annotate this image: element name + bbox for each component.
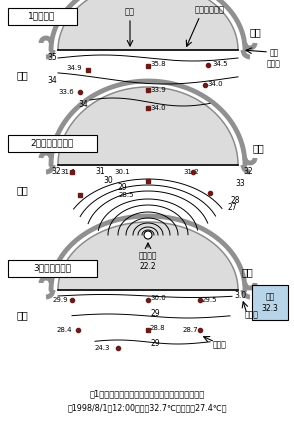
- Text: 28.5: 28.5: [118, 192, 134, 198]
- Polygon shape: [58, 222, 238, 290]
- Text: 35.8: 35.8: [150, 61, 166, 67]
- Text: 西側: 西側: [16, 185, 28, 195]
- Text: 32: 32: [243, 167, 253, 176]
- Text: 29: 29: [117, 182, 127, 192]
- Text: 雨とい: 雨とい: [245, 311, 259, 320]
- Text: 33.6: 33.6: [58, 89, 74, 95]
- Text: 直管
パイプ: 直管 パイプ: [267, 48, 281, 68]
- Text: 水温
32.3: 水温 32.3: [262, 292, 278, 312]
- Text: 29: 29: [150, 309, 160, 318]
- Text: 30.0: 30.0: [150, 295, 166, 301]
- Text: 3.0: 3.0: [234, 292, 246, 300]
- Text: 34.0: 34.0: [207, 81, 223, 87]
- Text: 培地: 培地: [125, 8, 135, 17]
- Text: シルバーポリ: シルバーポリ: [195, 6, 225, 14]
- Bar: [252, 285, 288, 320]
- Text: 31: 31: [95, 167, 105, 176]
- Polygon shape: [58, 0, 238, 50]
- Text: 31.1: 31.1: [60, 169, 76, 175]
- Text: 35: 35: [47, 53, 57, 62]
- Text: 2．パイプ冷却区: 2．パイプ冷却区: [30, 139, 74, 147]
- Text: 33.9: 33.9: [150, 87, 166, 93]
- Text: 29.5: 29.5: [202, 297, 218, 303]
- Text: 東側: 東側: [241, 267, 253, 277]
- Text: 34: 34: [78, 99, 88, 108]
- Text: 3．気化冷却区: 3．気化冷却区: [33, 264, 71, 272]
- Text: （1998/8/1　12:00、気温32.7℃湿球温度27.4℃）: （1998/8/1 12:00、気温32.7℃湿球温度27.4℃）: [67, 403, 227, 413]
- Text: 34.0: 34.0: [150, 105, 166, 111]
- Text: 31.2: 31.2: [183, 169, 199, 175]
- Text: 29: 29: [150, 338, 160, 348]
- Text: 不織布: 不織布: [213, 340, 227, 349]
- Text: 34.5: 34.5: [212, 61, 228, 67]
- Text: 30.1: 30.1: [114, 169, 130, 175]
- Text: 34.9: 34.9: [66, 65, 82, 71]
- FancyBboxPatch shape: [8, 260, 96, 277]
- FancyBboxPatch shape: [8, 134, 96, 151]
- Text: 28.4: 28.4: [56, 327, 72, 333]
- Text: 冷却水温
22.2: 冷却水温 22.2: [139, 251, 157, 271]
- Polygon shape: [58, 87, 238, 165]
- Text: 東側: 東側: [252, 143, 264, 153]
- Circle shape: [144, 231, 152, 239]
- Text: 24.3: 24.3: [94, 345, 110, 351]
- Text: 27: 27: [227, 202, 237, 212]
- Text: 34: 34: [47, 76, 57, 85]
- Text: 28: 28: [230, 196, 240, 204]
- Text: 西側: 西側: [16, 70, 28, 80]
- Text: 28.8: 28.8: [150, 325, 166, 331]
- Text: 1．対照区: 1．対照区: [29, 11, 56, 20]
- Text: 33: 33: [235, 178, 245, 187]
- Text: 西側: 西側: [16, 310, 28, 320]
- Text: 東側: 東側: [249, 27, 261, 37]
- Text: 図1　培地冷却の方法と夏季日中の培地内温度分布: 図1 培地冷却の方法と夏季日中の培地内温度分布: [89, 389, 205, 399]
- Text: 30: 30: [103, 176, 113, 184]
- Text: 28.7: 28.7: [182, 327, 198, 333]
- Text: 29.9: 29.9: [52, 297, 68, 303]
- FancyBboxPatch shape: [8, 8, 76, 25]
- Text: 32: 32: [51, 167, 61, 176]
